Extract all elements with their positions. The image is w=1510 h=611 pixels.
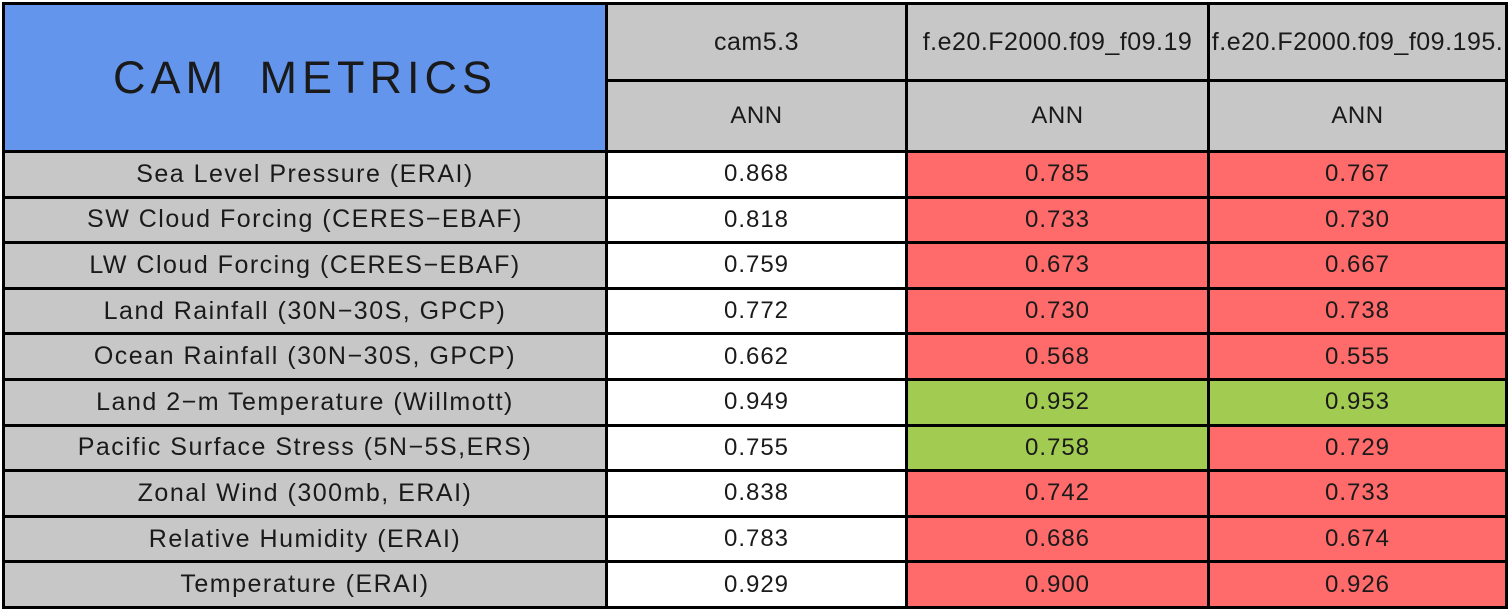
table-header: CAM METRICS cam5.3 f.e20.F2000.f09_f09.1… bbox=[2, 2, 1508, 153]
metric-value: 0.783 bbox=[605, 514, 908, 564]
metrics-body: Sea Level Pressure (ERAI) 0.868 0.785 0.767… bbox=[2, 150, 1508, 609]
metric-label: Relative Humidity (ERAI) bbox=[2, 514, 608, 564]
metric-value: 0.900 bbox=[905, 560, 1210, 609]
metric-value: 0.673 bbox=[905, 241, 1210, 290]
metric-label: Zonal Wind (300mb, ERAI) bbox=[2, 469, 608, 518]
table-row: Ocean Rainfall (30N−30S, GPCP) 0.662 0.568… bbox=[2, 332, 1508, 381]
metric-value: 0.949 bbox=[605, 377, 908, 427]
metric-label: Temperature (ERAI) bbox=[2, 560, 608, 609]
metric-value: 0.667 bbox=[1207, 241, 1508, 290]
metric-value: 0.555 bbox=[1207, 332, 1508, 381]
column-header-run-2: f.e20.F2000.f09_f09.195. bbox=[1207, 2, 1508, 82]
metric-value: 0.742 bbox=[905, 469, 1210, 518]
metric-label: Land 2−m Temperature (Willmott) bbox=[2, 377, 608, 427]
metric-label: Pacific Surface Stress (5N−5S,ERS) bbox=[2, 423, 608, 473]
metric-label: Sea Level Pressure (ERAI) bbox=[2, 150, 608, 199]
metric-value: 0.733 bbox=[905, 195, 1210, 245]
metric-value: 0.767 bbox=[1207, 150, 1508, 199]
metric-value: 0.674 bbox=[1207, 514, 1508, 564]
run-name-label: f.e20.F2000.f09_f09.19 bbox=[922, 27, 1193, 56]
table-row: Pacific Surface Stress (5N−5S,ERS) 0.755 0… bbox=[2, 423, 1508, 473]
metric-value: 0.733 bbox=[1207, 469, 1508, 518]
metric-value: 0.952 bbox=[905, 377, 1210, 427]
metric-value: 0.738 bbox=[1207, 286, 1508, 336]
table-row: Relative Humidity (ERAI) 0.783 0.686 0.674 bbox=[2, 514, 1508, 564]
metric-value: 0.730 bbox=[1207, 195, 1508, 245]
season-label: ANN bbox=[905, 79, 1210, 153]
metric-value: 0.818 bbox=[605, 195, 908, 245]
season-label: ANN bbox=[605, 79, 908, 153]
metric-value: 0.730 bbox=[905, 286, 1210, 336]
metric-label: LW Cloud Forcing (CERES−EBAF) bbox=[2, 241, 608, 290]
metric-value: 0.758 bbox=[905, 423, 1210, 473]
metric-label: Land Rainfall (30N−30S, GPCP) bbox=[2, 286, 608, 336]
season-label: ANN bbox=[1207, 79, 1508, 153]
table-row: Zonal Wind (300mb, ERAI) 0.838 0.742 0.733 bbox=[2, 469, 1508, 518]
run-name-label: f.e20.F2000.f09_f09.195. bbox=[1211, 27, 1504, 56]
metric-value: 0.838 bbox=[605, 469, 908, 518]
table-row: Land Rainfall (30N−30S, GPCP) 0.772 0.730 0… bbox=[2, 286, 1508, 336]
metric-value: 0.953 bbox=[1207, 377, 1508, 427]
metric-label: Ocean Rainfall (30N−30S, GPCP) bbox=[2, 332, 608, 381]
season-row: ANN ANN ANN bbox=[4, 79, 1508, 153]
run-name-label: cam5.3 bbox=[714, 27, 799, 56]
table-row: Land 2−m Temperature (Willmott) 0.949 0.95… bbox=[2, 377, 1508, 427]
column-header-baseline: cam5.3 bbox=[605, 2, 908, 82]
metric-value: 0.662 bbox=[605, 332, 908, 381]
metric-value: 0.755 bbox=[605, 423, 908, 473]
table-row: Sea Level Pressure (ERAI) 0.868 0.785 0.767 bbox=[2, 150, 1508, 199]
metric-value: 0.729 bbox=[1207, 423, 1508, 473]
metric-value: 0.686 bbox=[905, 514, 1210, 564]
metric-value: 0.759 bbox=[605, 241, 908, 290]
table-row: SW Cloud Forcing (CERES−EBAF) 0.818 0.733 0… bbox=[2, 195, 1508, 245]
table-row: LW Cloud Forcing (CERES−EBAF) 0.759 0.673 0… bbox=[2, 241, 1508, 290]
metric-value: 0.868 bbox=[605, 150, 908, 199]
metric-value: 0.568 bbox=[905, 332, 1210, 381]
metric-value: 0.926 bbox=[1207, 560, 1508, 609]
run-name-row: CAM METRICS cam5.3 f.e20.F2000.f09_f09.1… bbox=[2, 2, 1508, 153]
table-row: Temperature (ERAI) 0.929 0.900 0.926 bbox=[2, 560, 1508, 609]
table-title: CAM METRICS bbox=[2, 2, 608, 153]
column-header-run-1: f.e20.F2000.f09_f09.19 bbox=[905, 2, 1210, 82]
metric-value: 0.772 bbox=[605, 286, 908, 336]
metric-value: 0.785 bbox=[905, 150, 1210, 199]
metric-value: 0.929 bbox=[605, 560, 908, 609]
metric-label: SW Cloud Forcing (CERES−EBAF) bbox=[2, 195, 608, 245]
